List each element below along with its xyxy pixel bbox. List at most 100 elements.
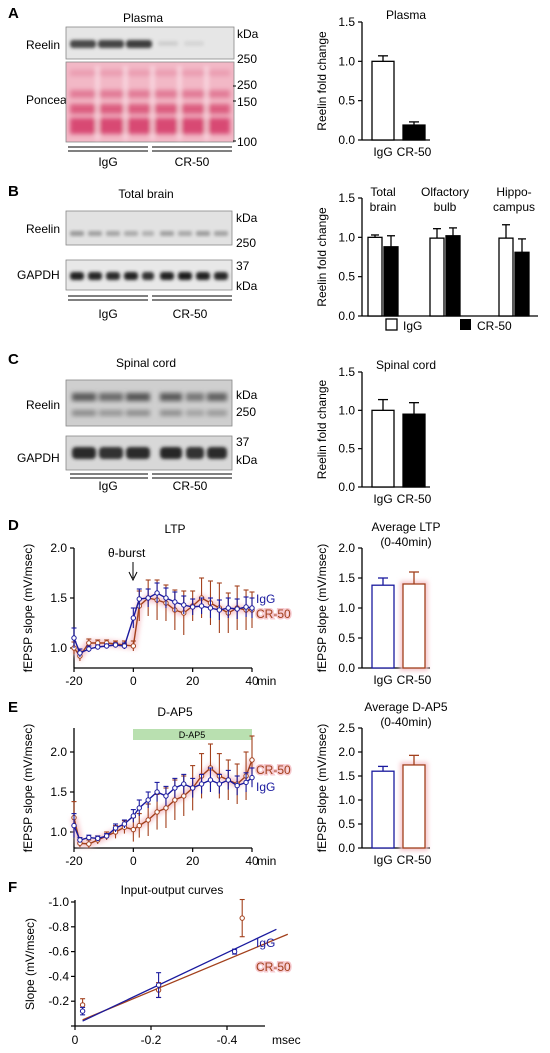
- E_line-point-0-7: [130, 813, 137, 819]
- E_line-point-0-19: [234, 782, 240, 789]
- D_line-point-1-2: [86, 640, 92, 646]
- D_line-series-line-0: [73, 592, 253, 654]
- B_bar-bar-0-1: [383, 246, 399, 317]
- B_bar-group-1-line0: Olfactory: [421, 185, 469, 199]
- blot-b-row-gapdh: GAPDH: [17, 268, 60, 282]
- F_scatter-y-tick-label-1: -0.8: [48, 920, 69, 934]
- E_line-point-0-1: [77, 837, 83, 843]
- E_line-point-0-8: [136, 805, 142, 811]
- F_scatter-point-1-0: [79, 1002, 86, 1008]
- blot-c-group-cr50: CR-50: [173, 479, 208, 493]
- E_line-point-0-5: [112, 825, 119, 831]
- B_bar-group-2-line1: campus: [493, 200, 535, 214]
- E_line-point-1-9: [145, 817, 151, 823]
- C_bar-xlabel-0: IgG: [373, 492, 392, 506]
- E_bar-xlabel-1: CR-50: [397, 853, 432, 867]
- panel-letter-e: E: [8, 699, 18, 716]
- blot-a-row-ponceau: Ponceau: [26, 93, 73, 107]
- C_bar-bar-1: [402, 413, 426, 488]
- E_line-point-0-21: [249, 774, 255, 781]
- A_bar-xlabel-0: IgG: [373, 145, 392, 159]
- F_scatter-y-tick-label-2: -0.6: [48, 945, 69, 959]
- blot-b: Total brain Reelin GAPDH kDa 250 37 kDa …: [17, 187, 258, 321]
- blot-a-reelin-bands: [70, 40, 204, 48]
- blot-b-title: Total brain: [118, 187, 173, 201]
- E_bar-y-tick-label-4: 2.0: [338, 745, 355, 759]
- E_line-point-0-6: [121, 821, 128, 827]
- blot-c-group-igg: IgG: [98, 479, 117, 493]
- D_line-ylabel: fEPSP slope (mV/msec): [21, 544, 35, 672]
- B_bar-y-tick-label-3: 1.5: [338, 191, 355, 205]
- blot-a-marker-250b: 250: [237, 78, 257, 92]
- C_bar-xlabel-1: CR-50: [397, 492, 432, 506]
- D_line-point-0-11: [163, 595, 169, 601]
- legend-b-cr50-label: CR-50: [477, 319, 512, 333]
- B_bar-bar-2-0: [498, 237, 514, 317]
- E_line-y-tick-label-2: 2.0: [50, 745, 67, 759]
- C_bar-y-tick-label-2: 1.0: [338, 403, 355, 417]
- D_bar-xlabel-1: CR-50: [397, 673, 432, 687]
- F_scatter-fit-line-0: [82, 928, 277, 1022]
- B_bar-bar-2-1: [514, 251, 530, 317]
- panel-letter-b: B: [8, 183, 19, 200]
- A_bar-bar-1: [402, 124, 426, 141]
- blot-c-reelin-bands: [72, 393, 227, 416]
- E_line-point-1-11: [163, 805, 169, 811]
- D_line-point-0-20: [243, 604, 249, 610]
- E_line-point-0-0: [71, 822, 77, 829]
- D_line-point-0-14: [189, 604, 196, 610]
- D_line-point-0-2: [86, 646, 92, 652]
- D_line-point-0-18: [225, 605, 231, 611]
- blot-b-reelin-membrane: [65, 210, 233, 246]
- E_line-point-0-20: [243, 779, 249, 786]
- D_line-point-0-8: [136, 596, 142, 602]
- B_bar-bar-0-0: [367, 236, 383, 317]
- E_bar-bar-0: [371, 770, 395, 849]
- C_bar-ylabel: Reelin fold change: [315, 379, 329, 479]
- blot-a-marker-250: 250: [237, 52, 257, 66]
- E_line-y-tick-label-1: 1.5: [50, 785, 67, 799]
- E_line-x-tick-label-1: 0: [130, 854, 137, 868]
- D_line-point-0-7: [130, 615, 137, 621]
- D_line-y-tick-label-1: 1.5: [50, 591, 67, 605]
- dap5-bar: [133, 729, 252, 740]
- D_bar-title-line1: (0-40min): [380, 535, 431, 549]
- A_bar-y-tick-label-3: 1.5: [338, 15, 355, 29]
- blot-a-marker-100: 100: [237, 135, 257, 149]
- D_line-x-unit: min: [257, 674, 276, 688]
- A_bar-y-tick-label-2: 1.0: [338, 54, 355, 68]
- blot-c-marker-250: 250: [236, 405, 256, 419]
- E_line-point-0-10: [154, 789, 160, 795]
- D_line-point-0-19: [234, 606, 240, 612]
- blot-c-gapdh-bands: [72, 447, 227, 459]
- E_line-point-1-7: [130, 826, 137, 833]
- C_bar-bar-0: [371, 409, 395, 488]
- D_line-x-tick-label-0: -20: [65, 674, 83, 688]
- blot-c-reelin-membrane: [65, 379, 233, 427]
- F_scatter-legend-cr50: CR-50: [256, 960, 291, 974]
- theta-burst-annotation: θ-burst: [108, 546, 146, 582]
- F_scatter-y-tick-label-4: -0.2: [48, 994, 69, 1008]
- blot-a-group-igg: IgG: [98, 155, 117, 169]
- blot-b-marker-37: 37: [236, 259, 250, 273]
- D_line-x-tick-label-3: 40: [245, 674, 259, 688]
- D_line-point-0-12: [172, 599, 178, 605]
- C_bar-title-line0: Spinal cord: [376, 358, 436, 372]
- blot-a-marker-150: 150: [237, 95, 257, 109]
- A_bar-ylabel: Reelin fold change: [315, 31, 329, 131]
- F_scatter-title: Input-output curves: [121, 883, 224, 897]
- E_line-point-1-21: [249, 757, 255, 763]
- D_line-title: LTP: [164, 522, 185, 536]
- D_line-legend-igg: IgG: [256, 592, 275, 606]
- D_line-point-0-0: [71, 635, 77, 641]
- B_bar-bar-1-1: [445, 235, 461, 317]
- blot-c: Spinal cord Reelin GAPDH kDa 250 37 kDa …: [17, 356, 258, 493]
- E_line-legend-igg: IgG: [256, 780, 275, 794]
- blot-a-title: Plasma: [123, 11, 163, 25]
- B_bar-group-1-line1: bulb: [434, 200, 457, 214]
- E_line-point-0-16: [207, 777, 214, 783]
- E_line-point-0-9: [145, 797, 151, 803]
- E_line-title: D-AP5: [157, 705, 193, 719]
- E_line-point-1-13: [181, 793, 187, 799]
